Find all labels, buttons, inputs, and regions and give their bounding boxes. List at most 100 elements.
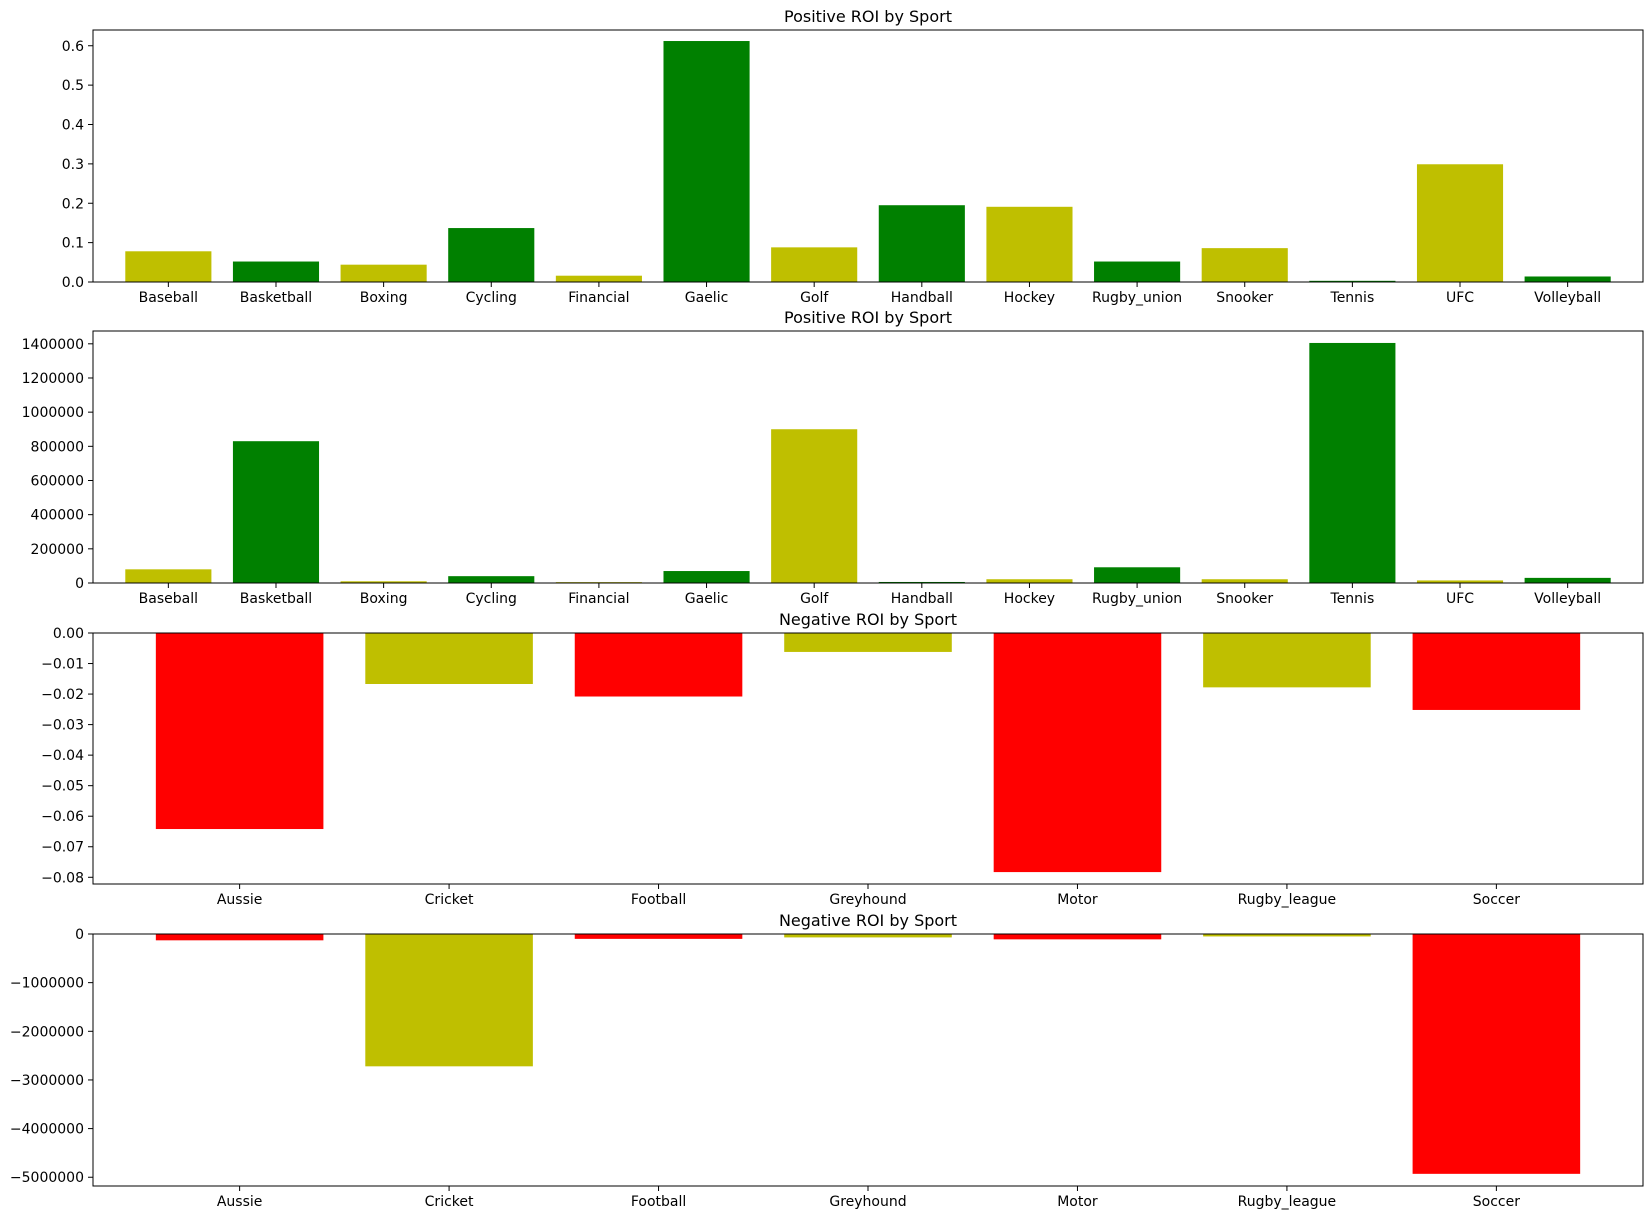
x-tick-label: Hockey xyxy=(1004,591,1055,607)
y-tick-label: 1400000 xyxy=(22,337,84,353)
bar-cricket xyxy=(365,934,533,1067)
bar-soccer xyxy=(1412,633,1581,710)
bar-rugby_league xyxy=(1203,934,1371,937)
y-tick-label: 0.2 xyxy=(62,196,84,212)
x-tick-label: Snooker xyxy=(1216,591,1273,607)
bar-hockey xyxy=(986,206,1073,282)
bar-baseball xyxy=(125,569,212,583)
x-tick-label: Golf xyxy=(800,591,829,607)
x-tick-label: Snooker xyxy=(1216,290,1273,306)
bar-rugby_union xyxy=(1094,567,1181,583)
bar-rugby_union xyxy=(1094,261,1181,282)
bar-gaelic xyxy=(663,571,750,583)
bar-handball xyxy=(878,581,965,583)
x-tick-label: Handball xyxy=(891,290,953,306)
bar-football xyxy=(574,633,743,697)
x-tick-label: Hockey xyxy=(1004,290,1055,306)
y-tick-label: −0.03 xyxy=(41,718,84,734)
y-tick-label: −3000000 xyxy=(10,1073,84,1089)
y-tick-label: 0.1 xyxy=(62,236,84,252)
chart-title: Negative ROI by Sport xyxy=(779,911,957,930)
x-tick-label: Aussie xyxy=(217,1194,263,1210)
x-tick-label: Cricket xyxy=(425,892,474,908)
bar-golf xyxy=(771,429,858,583)
bar-cricket xyxy=(365,633,533,684)
bar-boxing xyxy=(340,581,427,583)
chart-title: Positive ROI by Sport xyxy=(784,308,952,327)
x-tick-label: Cycling xyxy=(466,591,517,607)
x-tick-label: Motor xyxy=(1057,1194,1098,1210)
x-tick-label: Cricket xyxy=(425,1194,474,1210)
bar-aussie xyxy=(155,934,324,941)
bar-hockey xyxy=(986,579,1073,583)
x-tick-label: Football xyxy=(631,1194,686,1210)
x-tick-label: Boxing xyxy=(360,591,408,607)
x-tick-label: Volleyball xyxy=(1534,591,1601,607)
y-tick-label: 0.3 xyxy=(62,157,84,173)
x-tick-label: Baseball xyxy=(139,591,198,607)
bar-cycling xyxy=(448,576,535,583)
bar-tennis xyxy=(1309,280,1396,282)
bar-volleyball xyxy=(1524,276,1611,282)
bar-greyhound xyxy=(784,934,952,938)
bar-cycling xyxy=(448,228,535,282)
x-tick-label: Basketball xyxy=(240,290,312,306)
bar-motor xyxy=(993,633,1162,873)
x-tick-label: Football xyxy=(631,892,686,908)
y-tick-label: 0 xyxy=(75,927,84,943)
chart-title: Positive ROI by Sport xyxy=(784,7,952,26)
y-tick-label: 0.5 xyxy=(62,78,84,94)
x-tick-label: Rugby_league xyxy=(1238,892,1337,908)
y-tick-label: 600000 xyxy=(31,473,84,489)
x-tick-label: Financial xyxy=(568,290,629,306)
x-tick-label: Greyhound xyxy=(829,892,906,908)
x-tick-label: Handball xyxy=(891,591,953,607)
x-tick-label: Soccer xyxy=(1473,1194,1520,1210)
y-tick-label: 200000 xyxy=(31,542,84,558)
bar-gaelic xyxy=(663,41,750,283)
axes-frame xyxy=(92,933,1644,1187)
bar-football xyxy=(574,934,743,939)
y-tick-label: 0.4 xyxy=(62,118,84,134)
bar-baseball xyxy=(125,251,212,282)
bar-greyhound xyxy=(784,633,952,652)
bar-volleyball xyxy=(1524,577,1611,583)
x-tick-label: Rugby_union xyxy=(1092,290,1182,306)
y-tick-label: −0.01 xyxy=(41,657,84,673)
y-tick-label: 1200000 xyxy=(22,371,84,387)
x-tick-label: Financial xyxy=(568,591,629,607)
y-tick-label: −0.04 xyxy=(41,748,84,764)
x-tick-label: Gaelic xyxy=(685,290,729,306)
y-tick-label: 400000 xyxy=(31,508,84,524)
axes-frame xyxy=(92,330,1644,584)
x-tick-label: Volleyball xyxy=(1534,290,1601,306)
x-tick-label: UFC xyxy=(1446,290,1474,306)
y-tick-label: −1000000 xyxy=(10,976,84,992)
bar-ufc xyxy=(1416,580,1504,583)
x-tick-label: Greyhound xyxy=(829,1194,906,1210)
bar-handball xyxy=(878,205,965,282)
y-tick-label: −0.06 xyxy=(41,809,84,825)
bar-basketball xyxy=(232,261,320,282)
axes-frame xyxy=(92,632,1644,885)
y-tick-label: −0.05 xyxy=(41,779,84,795)
y-tick-label: −0.07 xyxy=(41,840,84,856)
y-tick-label: 0 xyxy=(75,576,84,592)
chart-title: Negative ROI by Sport xyxy=(779,610,957,629)
x-tick-label: UFC xyxy=(1446,591,1474,607)
bar-rugby_league xyxy=(1203,633,1371,688)
bar-snooker xyxy=(1201,248,1288,282)
y-tick-label: −0.08 xyxy=(41,870,84,886)
bar-tennis xyxy=(1309,342,1396,583)
x-tick-label: Golf xyxy=(800,290,829,306)
x-tick-label: Boxing xyxy=(360,290,408,306)
x-tick-label: Soccer xyxy=(1473,892,1520,908)
x-tick-label: Aussie xyxy=(217,892,263,908)
y-tick-label: 0.6 xyxy=(62,39,84,55)
y-tick-label: −2000000 xyxy=(10,1024,84,1040)
axes-frame xyxy=(92,29,1644,283)
bar-motor xyxy=(993,934,1162,940)
x-tick-label: Gaelic xyxy=(685,591,729,607)
x-tick-label: Baseball xyxy=(139,290,198,306)
